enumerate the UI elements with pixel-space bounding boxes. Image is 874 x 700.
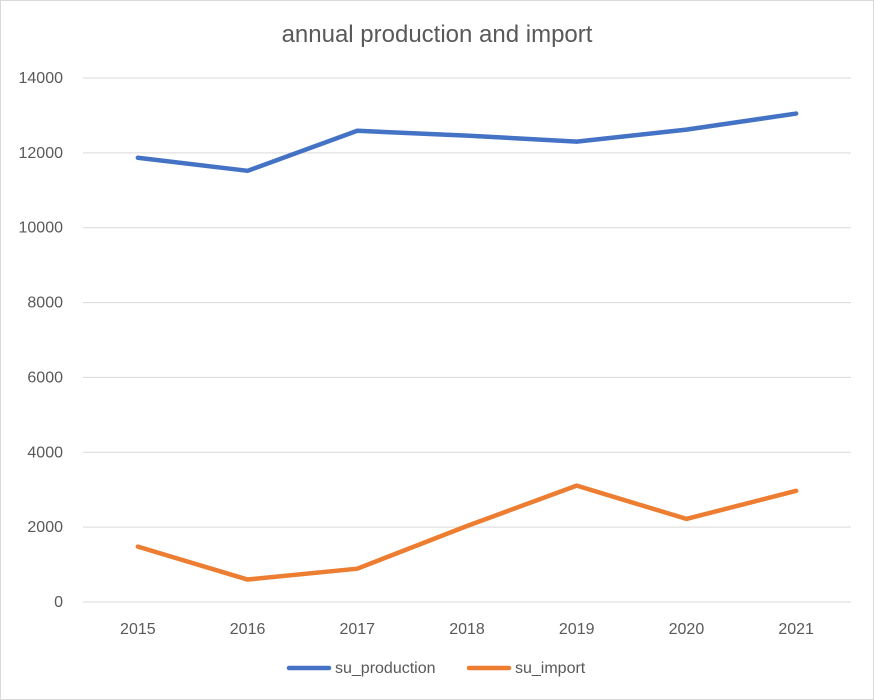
x-tick-label: 2020 — [669, 621, 705, 638]
x-tick-label: 2016 — [230, 621, 266, 638]
x-tick-label: 2019 — [559, 621, 595, 638]
y-tick-label: 0 — [54, 594, 63, 611]
x-tick-label: 2017 — [339, 621, 375, 638]
series-lines — [135, 111, 799, 582]
chart-title: annual production and import — [281, 21, 593, 48]
x-tick-label: 2018 — [449, 621, 485, 638]
y-tick-label: 14000 — [19, 70, 64, 87]
gridlines — [83, 77, 851, 603]
series-line-su_production — [135, 111, 799, 174]
x-axis-tick-labels: 2015 2016 2017 2018 2019 2020 2021 — [120, 621, 814, 638]
y-axis-tick-labels: 0 2000 4000 6000 8000 10000 12000 14000 — [19, 70, 64, 611]
x-tick-label: 2021 — [778, 621, 814, 638]
y-tick-label: 6000 — [27, 369, 63, 386]
y-tick-label: 12000 — [19, 145, 64, 162]
y-tick-label: 2000 — [27, 519, 63, 536]
legend-label: su_production — [335, 660, 436, 677]
y-tick-label: 10000 — [19, 220, 64, 237]
y-tick-label: 8000 — [27, 295, 63, 312]
x-tick-label: 2015 — [120, 621, 156, 638]
y-tick-label: 4000 — [27, 444, 63, 461]
legend-label: su_import — [515, 660, 586, 677]
series-line-su_import — [135, 483, 799, 582]
legend: su_production su_import — [286, 660, 586, 677]
